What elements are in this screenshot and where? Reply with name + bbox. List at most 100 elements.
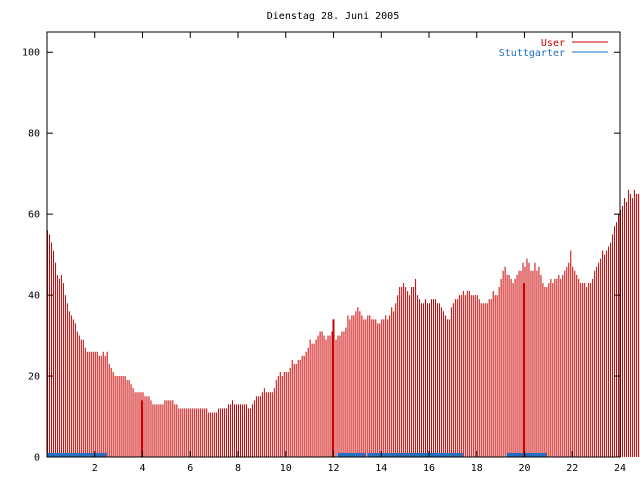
x-tick-label: 8 [235, 463, 241, 474]
bar-stuttgarter [60, 452, 63, 457]
bar-stuttgarter [92, 452, 95, 457]
bar-stuttgarter [369, 452, 372, 457]
bar-stuttgarter [528, 452, 531, 457]
bar-stuttgarter [381, 452, 384, 457]
bar-stuttgarter [397, 452, 400, 457]
bar-stuttgarter [442, 452, 445, 457]
bar-stuttgarter [430, 452, 433, 457]
bar-stuttgarter [341, 452, 344, 457]
bar-stuttgarter [393, 452, 396, 457]
y-tick-label: 100 [22, 48, 40, 59]
bar-stuttgarter [448, 452, 451, 457]
bar-stuttgarter [98, 452, 101, 457]
bar-stuttgarter [70, 452, 73, 457]
bar-stuttgarter [377, 452, 380, 457]
bar-stuttgarter [72, 452, 75, 457]
legend: User Stuttgarter [499, 38, 608, 59]
bar-stuttgarter [104, 452, 107, 457]
bar-stuttgarter [395, 452, 398, 457]
bar-stuttgarter [446, 452, 449, 457]
y-tick-label: 20 [28, 372, 40, 383]
bar-stuttgarter [417, 452, 420, 457]
bar-stuttgarter [76, 452, 79, 457]
x-axis: 2 4 6 8 10 12 14 16 18 20 22 24 [92, 32, 626, 474]
bar-stuttgarter [403, 452, 406, 457]
bar-stuttgarter [47, 452, 49, 457]
bar-stuttgarter [367, 452, 370, 457]
bar-stuttgarter [423, 452, 426, 457]
bar-stuttgarter [64, 452, 67, 457]
bar-stuttgarter [387, 452, 390, 457]
bar-stuttgarter [383, 452, 386, 457]
bars-user [47, 189, 640, 457]
bar-stuttgarter [544, 452, 547, 457]
bar-stuttgarter [379, 452, 382, 457]
chart-title: Dienstag 28. Juni 2005 [267, 11, 399, 22]
bar-stuttgarter [436, 452, 439, 457]
bar-stuttgarter [429, 452, 431, 457]
bar-stuttgarter [96, 452, 99, 457]
bar-stuttgarter [100, 452, 103, 457]
bar-stuttgarter [50, 452, 53, 457]
bar-stuttgarter [536, 452, 539, 457]
bar-stuttgarter [82, 452, 85, 457]
bar-stuttgarter [419, 452, 422, 457]
y-tick-label: 80 [28, 129, 40, 140]
bar-stuttgarter [56, 452, 59, 457]
bar-stuttgarter [345, 452, 348, 457]
bar-stuttgarter [349, 452, 352, 457]
bar-stuttgarter [434, 452, 437, 457]
x-tick-label: 24 [614, 463, 626, 474]
y-tick-label: 0 [34, 453, 40, 464]
bar-stuttgarter [540, 452, 543, 457]
bar-stuttgarter [399, 452, 402, 457]
bar-stuttgarter [90, 452, 93, 457]
bar-stuttgarter [427, 452, 429, 457]
bar-stuttgarter [506, 452, 509, 457]
x-tick-label: 16 [423, 463, 435, 474]
markers [141, 282, 526, 457]
bars-stuttgarter [47, 452, 547, 457]
bar-stuttgarter [363, 452, 366, 457]
bar-stuttgarter [411, 452, 414, 457]
bar-stuttgarter [460, 452, 463, 457]
bar-stuttgarter [534, 452, 537, 457]
bar-stuttgarter [359, 452, 362, 457]
bar-stuttgarter [526, 452, 529, 457]
bar-stuttgarter [401, 452, 404, 457]
y-axis: 0 20 40 60 80 100 [22, 48, 620, 464]
bar-stuttgarter [440, 452, 443, 457]
bar-stuttgarter [454, 452, 457, 457]
bar-stuttgarter [52, 452, 55, 457]
bar-stuttgarter [74, 452, 77, 457]
bar-stuttgarter [456, 452, 459, 457]
bar-stuttgarter [58, 452, 61, 457]
bar-stuttgarter [516, 452, 519, 457]
bar-stuttgarter [508, 452, 511, 457]
bar-stuttgarter [86, 452, 89, 457]
bar-stuttgarter [425, 452, 428, 457]
bar-stuttgarter [532, 452, 535, 457]
bar-stuttgarter [385, 452, 388, 457]
bar-stuttgarter [371, 452, 374, 457]
bar-stuttgarter [413, 452, 416, 457]
x-tick-label: 22 [566, 463, 578, 474]
x-tick-label: 6 [187, 463, 193, 474]
bar-stuttgarter [84, 452, 87, 457]
bar-stuttgarter [438, 452, 441, 457]
bar-stuttgarter [343, 452, 346, 457]
bar-stuttgarter [520, 452, 523, 457]
bar-stuttgarter [409, 452, 412, 457]
x-tick-label: 14 [375, 463, 387, 474]
bar-stuttgarter [450, 452, 453, 457]
bar-stuttgarter [542, 452, 545, 457]
bar-stuttgarter [80, 452, 83, 457]
bar-stuttgarter [373, 452, 376, 457]
bar-stuttgarter [337, 452, 340, 457]
bar-stuttgarter [514, 452, 517, 457]
bar-stuttgarter [405, 452, 408, 457]
x-tick-label: 2 [92, 463, 98, 474]
bar-stuttgarter [407, 452, 410, 457]
bar-stuttgarter [357, 452, 360, 457]
